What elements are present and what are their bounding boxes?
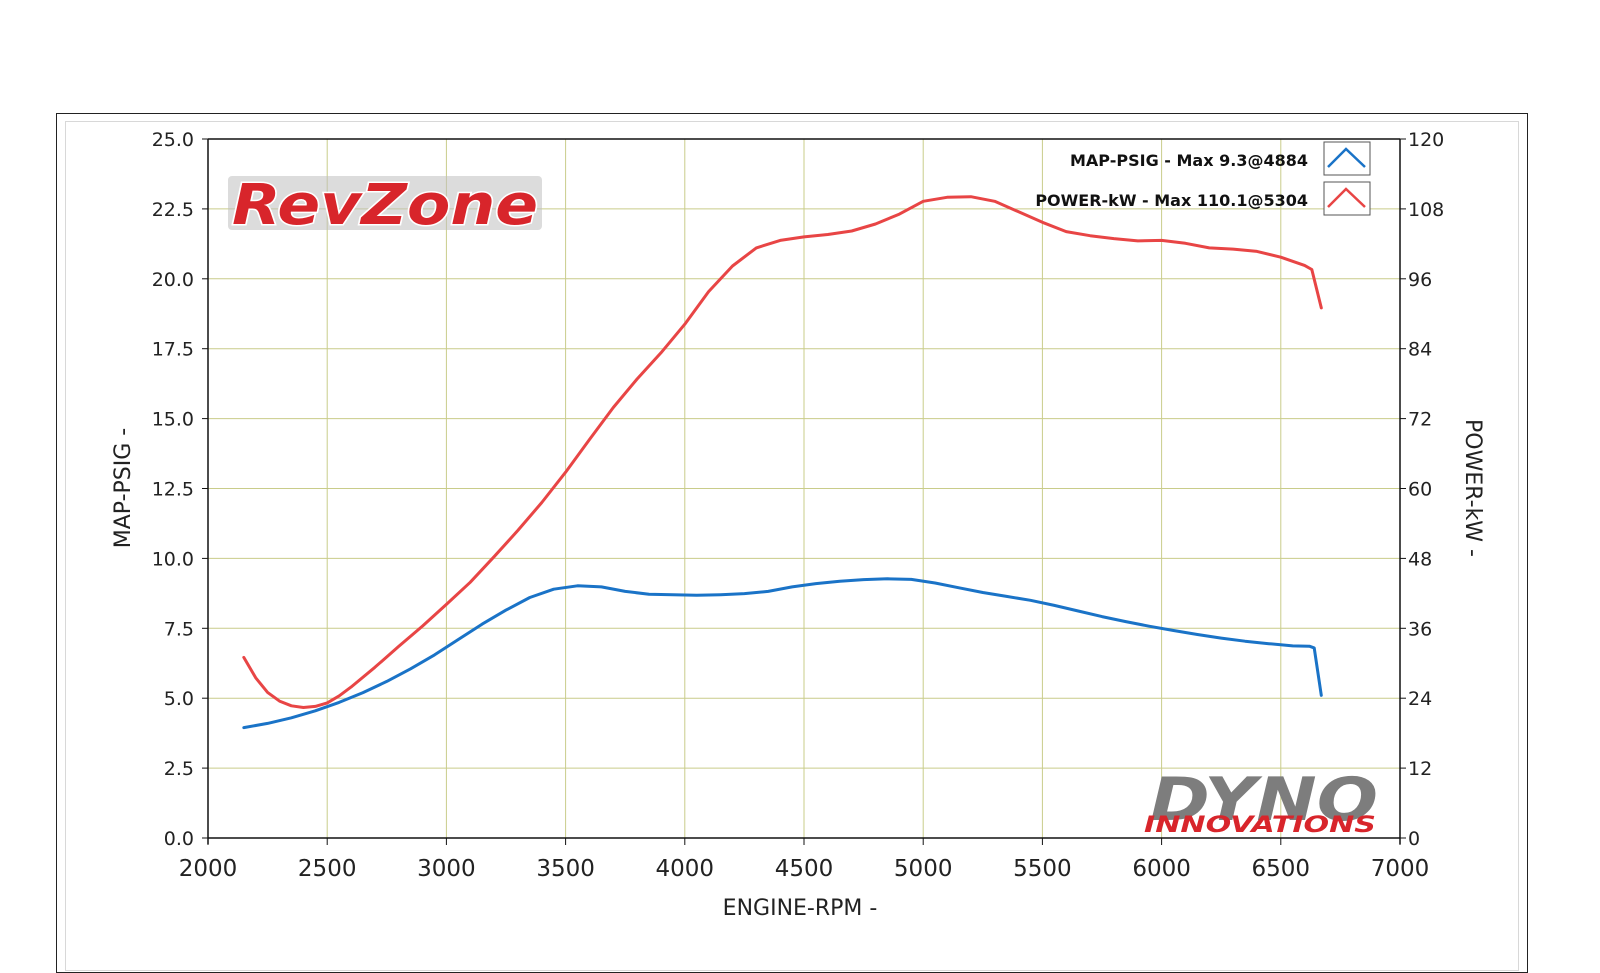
y2-tick-label: 12 — [1408, 758, 1432, 780]
x-tick-label: 4000 — [656, 856, 715, 882]
y2-axis-title: POWER-kW - — [1460, 419, 1485, 557]
y2-tick-label: 120 — [1408, 129, 1444, 151]
y2-tick-label: 0 — [1408, 828, 1420, 850]
legend-swatch-power — [1323, 181, 1371, 216]
y2-tick-label: 60 — [1408, 479, 1432, 501]
legend-line-map — [1327, 147, 1366, 168]
legend: MAP-PSIG - Max 9.3@4884 POWER-kW - Max 1… — [1035, 141, 1371, 216]
x-tick-label: 3000 — [417, 856, 476, 882]
y2-tick-label: 24 — [1408, 688, 1432, 710]
y2-tick-label: 72 — [1408, 409, 1432, 431]
series-layer — [242, 195, 1323, 730]
x-tick-label: 5500 — [1013, 856, 1072, 882]
x-tick-label: 3500 — [536, 856, 595, 882]
y-tick-label: 5.0 — [164, 688, 194, 710]
y-axis-title: MAP-PSIG - — [111, 428, 136, 548]
y-tick-label: 2.5 — [164, 758, 194, 780]
y2-tick-label: 108 — [1408, 199, 1444, 221]
series-line-power-kw — [242, 195, 1323, 709]
legend-swatch-map — [1323, 141, 1371, 176]
logo-dyno-text: DYNO — [1150, 765, 1378, 835]
y-tick-label: 17.5 — [152, 339, 194, 361]
revzone-logo: RevZone — [228, 172, 542, 240]
logo-innovations-text: INNOVATIONS — [1144, 813, 1376, 838]
x-axis-title: ENGINE-RPM - — [723, 896, 878, 921]
grid-lines — [207, 138, 1401, 839]
y-tick-label: 15.0 — [152, 409, 194, 431]
legend-label-map: MAP-PSIG - Max 9.3@4884 — [1070, 151, 1308, 170]
dyno-innovations-logo: DYNO INNOVATIONS — [1144, 765, 1378, 838]
y-tick-label: 10.0 — [152, 548, 194, 570]
left-axis-ticks: 0.0 2.5 5.0 7.5 10.0 12.5 15.0 17.5 20.0 22.5 25.0 — [152, 129, 208, 850]
x-tick-label: 7000 — [1371, 856, 1430, 882]
y2-tick-label: 36 — [1408, 618, 1432, 640]
legend-label-power: POWER-kW - Max 110.1@5304 — [1035, 191, 1308, 210]
x-tick-label: 2000 — [179, 856, 238, 882]
y-tick-label: 25.0 — [152, 129, 194, 151]
x-tick-label: 6000 — [1132, 856, 1191, 882]
series-line-map-psig — [242, 577, 1323, 730]
y2-tick-label: 96 — [1408, 269, 1432, 291]
y-tick-label: 20.0 — [152, 269, 194, 291]
x-axis-ticks: 2000 2500 3000 3500 4000 4500 5000 5500 6000 6500… — [179, 838, 1430, 882]
x-tick-label: 4500 — [775, 856, 834, 882]
y2-tick-label: 48 — [1408, 548, 1432, 570]
logo-revzone-text: RevZone — [232, 173, 538, 238]
y-tick-label: 7.5 — [164, 618, 194, 640]
legend-line-power — [1327, 187, 1366, 208]
y-tick-label: 12.5 — [152, 479, 194, 501]
y-tick-label: 22.5 — [152, 199, 194, 221]
right-axis-ticks: 0 12 24 36 48 60 72 84 96 108 120 — [1400, 129, 1444, 850]
x-tick-label: 5000 — [894, 856, 953, 882]
x-tick-label: 2500 — [298, 856, 357, 882]
x-tick-label: 6500 — [1252, 856, 1311, 882]
y2-tick-label: 84 — [1408, 339, 1432, 361]
y-tick-label: 0.0 — [164, 828, 194, 850]
